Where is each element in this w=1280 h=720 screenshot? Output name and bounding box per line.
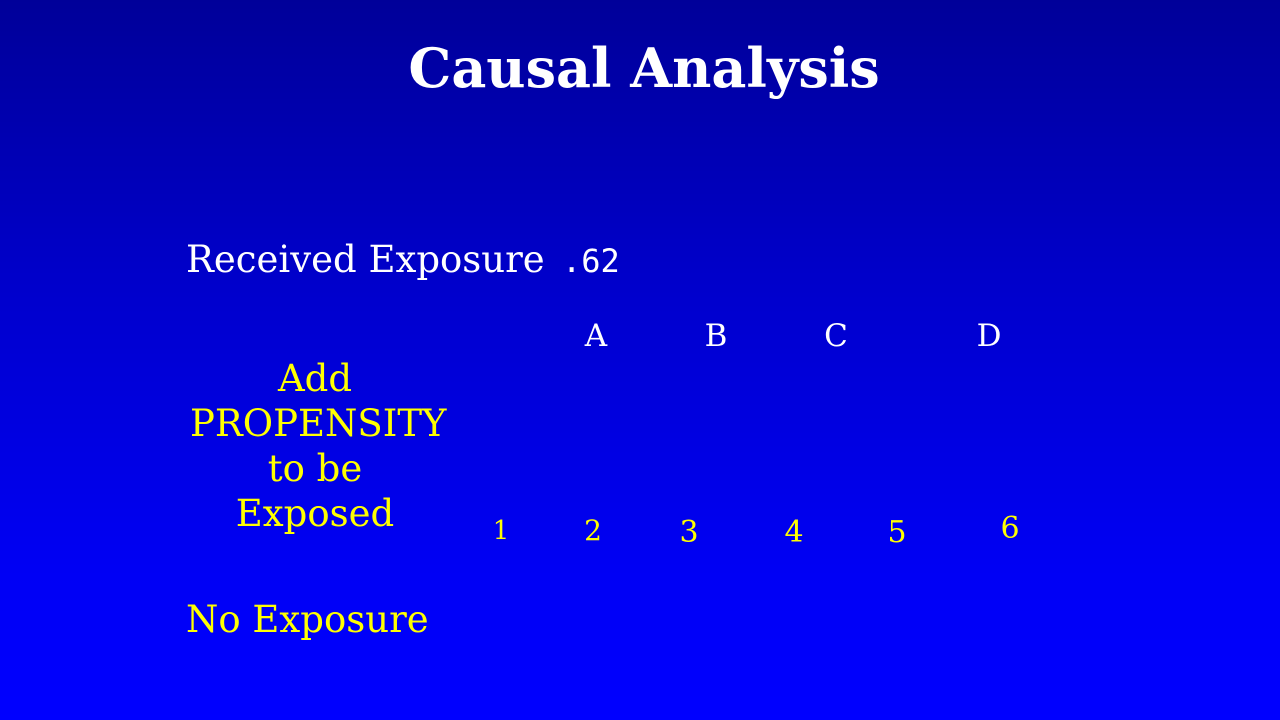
slide-title: Causal Analysis bbox=[408, 36, 880, 100]
propensity-note: Add PROPENSITY to be Exposed bbox=[190, 356, 447, 536]
number-2: 2 bbox=[584, 514, 602, 547]
column-label-b: B bbox=[704, 318, 728, 354]
column-label-c: C bbox=[824, 318, 848, 354]
column-label-a: A bbox=[584, 318, 608, 354]
number-5: 5 bbox=[887, 515, 907, 550]
number-6: 6 bbox=[1000, 511, 1020, 546]
no-exposure-label: No Exposure bbox=[186, 598, 429, 641]
received-exposure-value: .62 bbox=[562, 242, 620, 280]
propensity-line-2: PROPENSITY bbox=[190, 402, 447, 445]
number-3: 3 bbox=[679, 515, 699, 550]
propensity-line-1: Add bbox=[277, 357, 353, 400]
propensity-line-3: to be Exposed bbox=[235, 447, 395, 535]
number-4: 4 bbox=[784, 515, 804, 550]
column-label-d: D bbox=[976, 318, 1002, 354]
number-1: 1 bbox=[492, 516, 510, 546]
received-exposure-label: Received Exposure bbox=[186, 238, 545, 281]
